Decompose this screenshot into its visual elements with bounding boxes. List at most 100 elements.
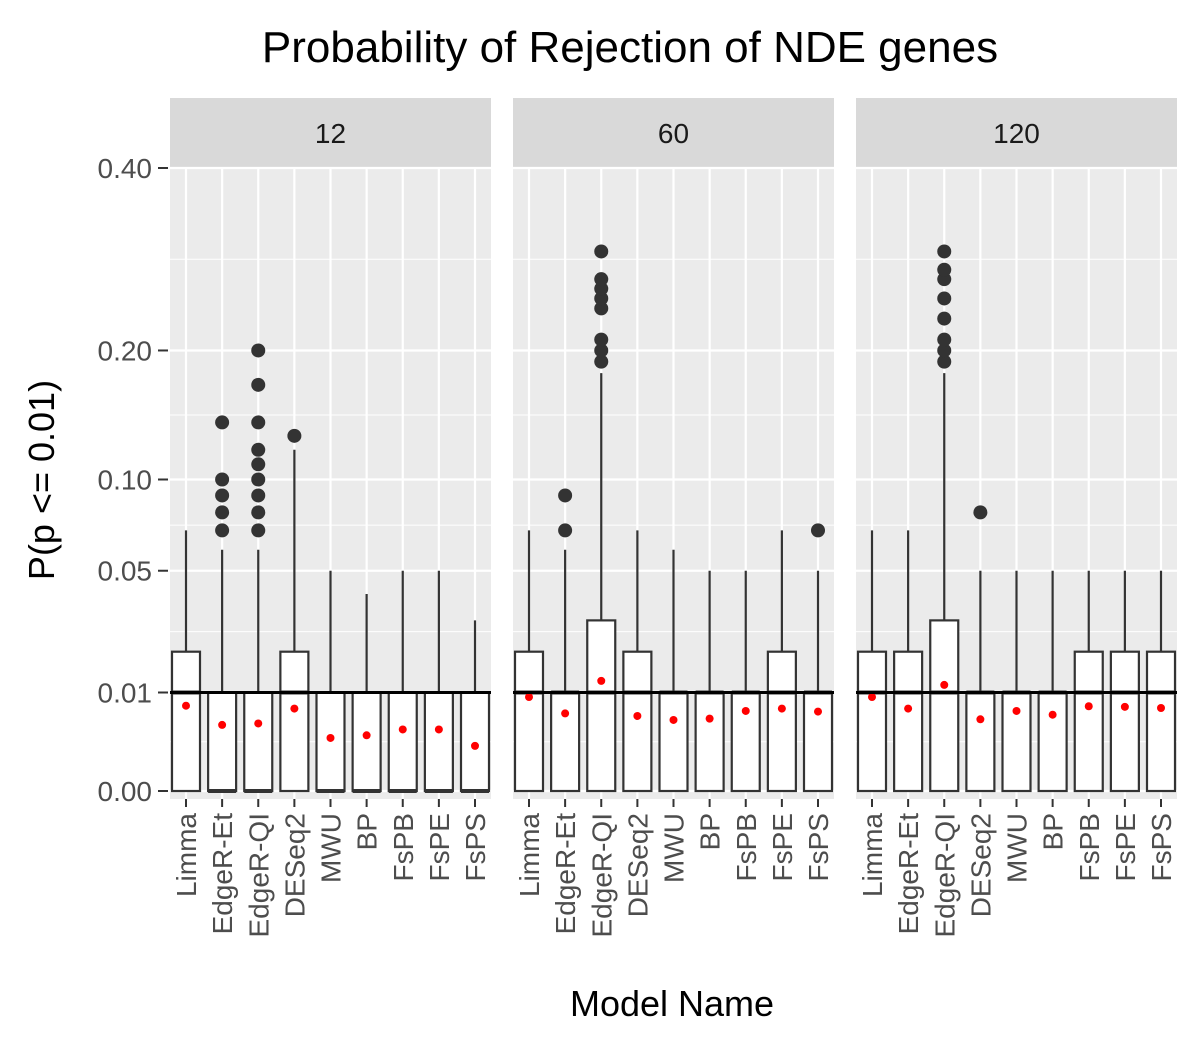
x-tick-label: FsPE — [424, 813, 455, 881]
mean-marker — [326, 733, 335, 742]
box-iqr — [387, 691, 418, 793]
outlier-point — [251, 377, 266, 392]
outlier-point — [937, 332, 952, 347]
mean-marker — [940, 680, 949, 689]
x-tick-label: FsPS — [460, 813, 491, 881]
outlier-point — [937, 343, 952, 358]
outlier-point — [215, 415, 230, 430]
outlier-point — [937, 354, 952, 369]
outlier-point — [594, 244, 609, 259]
box-fspe — [423, 570, 454, 793]
x-tick-label: Limma — [171, 813, 202, 897]
mean-marker — [741, 706, 750, 715]
mean-marker — [398, 725, 407, 734]
x-tick-label: BP — [352, 813, 383, 850]
y-tick-label: 0.00 — [98, 776, 153, 807]
outlier-point — [937, 262, 952, 277]
x-tick-label: EdgeR-QI — [243, 813, 274, 938]
x-tick-label: FsPE — [1110, 813, 1141, 881]
box-fspb — [387, 570, 418, 793]
x-tick-label: Limma — [857, 813, 888, 897]
box-iqr — [1109, 650, 1140, 793]
outlier-point — [937, 291, 952, 306]
outlier-point — [937, 244, 952, 259]
box-iqr — [1073, 650, 1104, 793]
box-edger-qi — [929, 244, 960, 793]
box-limma — [856, 530, 888, 793]
mean-marker — [471, 741, 479, 750]
facet-strip — [856, 98, 1177, 168]
box-iqr — [586, 619, 617, 793]
mean-marker — [561, 709, 570, 718]
x-tick-label: DESeq2 — [622, 813, 653, 917]
mean-marker — [434, 725, 443, 734]
box-iqr — [279, 650, 310, 793]
outlier-point — [558, 488, 573, 503]
outlier-point — [251, 488, 266, 503]
outlier-point — [594, 354, 609, 369]
x-tick-label: EdgeR-QI — [586, 813, 617, 938]
outlier-point — [251, 442, 266, 457]
outlier-point — [251, 472, 266, 487]
box-iqr — [893, 650, 924, 793]
facet-label: 12 — [315, 118, 346, 149]
outlier-point — [937, 311, 952, 326]
outlier-point — [594, 343, 609, 358]
y-tick-label: 0.40 — [98, 153, 153, 184]
x-tick-label: Limma — [514, 813, 545, 897]
x-tick-label: BP — [695, 813, 726, 850]
mean-marker — [1048, 710, 1057, 719]
facet-label: 60 — [658, 118, 689, 149]
x-tick-label: DESeq2 — [279, 813, 310, 917]
mean-marker — [290, 704, 299, 713]
box-iqr — [802, 691, 834, 793]
x-tick-label: FsPB — [1074, 813, 1105, 881]
box-deseq2 — [279, 428, 310, 793]
x-tick-label: EdgeR-Et — [550, 813, 581, 935]
box-iqr — [1037, 691, 1068, 793]
mean-marker — [1120, 702, 1129, 711]
outlier-point — [251, 343, 266, 358]
x-tick-label: BP — [1038, 813, 1069, 850]
mean-marker — [525, 693, 533, 702]
box-iqr — [694, 691, 725, 793]
x-tick-label: MWU — [316, 813, 347, 883]
box-iqr — [170, 650, 202, 793]
mean-marker — [705, 714, 714, 723]
y-tick-label: 0.20 — [98, 335, 153, 366]
x-axis-title: Model Name — [570, 983, 774, 1024]
mean-marker — [814, 707, 822, 716]
box-fspb — [730, 570, 761, 793]
outlier-point — [811, 523, 825, 538]
box-edger-qi — [586, 244, 617, 793]
mean-marker — [1084, 702, 1093, 711]
box-mwu — [315, 570, 346, 793]
box-iqr — [856, 650, 888, 793]
chart-title: Probability of Rejection of NDE genes — [262, 23, 998, 72]
y-tick-label: 0.10 — [98, 465, 153, 496]
y-axis-title: P(p <= 0.01) — [21, 380, 62, 580]
box-fsps — [459, 620, 491, 793]
x-tick-label: FsPS — [803, 813, 834, 881]
mean-marker — [777, 704, 786, 713]
outlier-point — [973, 505, 988, 520]
y-axis: 0.00 0.01 0.05 0.10 0.20 0.40 — [98, 153, 168, 807]
box-fspe — [1109, 570, 1140, 793]
x-tick-label: FsPB — [731, 813, 762, 881]
outlier-point — [594, 281, 609, 296]
mean-marker — [362, 731, 371, 740]
facet-strip — [513, 98, 834, 168]
box-iqr — [423, 691, 454, 793]
outlier-point — [251, 457, 266, 472]
box-iqr — [766, 650, 797, 793]
mean-marker — [254, 719, 263, 728]
box-iqr — [207, 691, 238, 793]
outlier-point — [594, 301, 609, 316]
box-edger-qi — [243, 343, 274, 793]
outlier-point — [594, 332, 609, 347]
box-fspb — [1073, 570, 1104, 793]
outlier-point — [215, 472, 230, 487]
